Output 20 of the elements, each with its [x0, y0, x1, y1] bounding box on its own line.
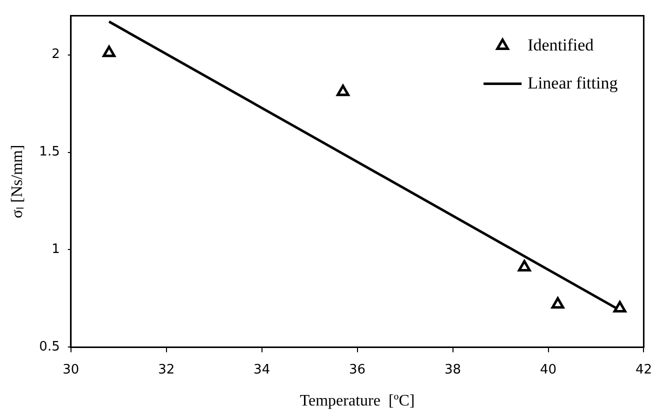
point [613, 300, 626, 312]
y-tick-label: 1.5 [39, 144, 60, 160]
point [336, 84, 350, 96]
x-axis-title: Temperature [ºC] [300, 392, 415, 410]
x-tick-label: 32 [158, 362, 175, 378]
x-tick-label: 34 [254, 362, 270, 378]
y-tick-label: 2 [52, 47, 60, 62]
x-tick-label: 30 [62, 362, 80, 378]
y-axis-title: σₗ [Ns/mm] [8, 144, 26, 218]
x-tick-label: 36 [349, 362, 366, 378]
point [102, 46, 116, 58]
x-tick-label: 40 [540, 362, 557, 378]
x-tick-label: 38 [444, 362, 462, 378]
legend-label: Linear fitting [528, 73, 618, 92]
legend-label: Identified [528, 35, 594, 54]
x-tick-label: 42 [635, 362, 652, 378]
y-tick-label: 0.5 [39, 340, 60, 355]
point [551, 297, 564, 309]
point [518, 260, 531, 272]
y-tick-label: 1 [52, 242, 60, 258]
